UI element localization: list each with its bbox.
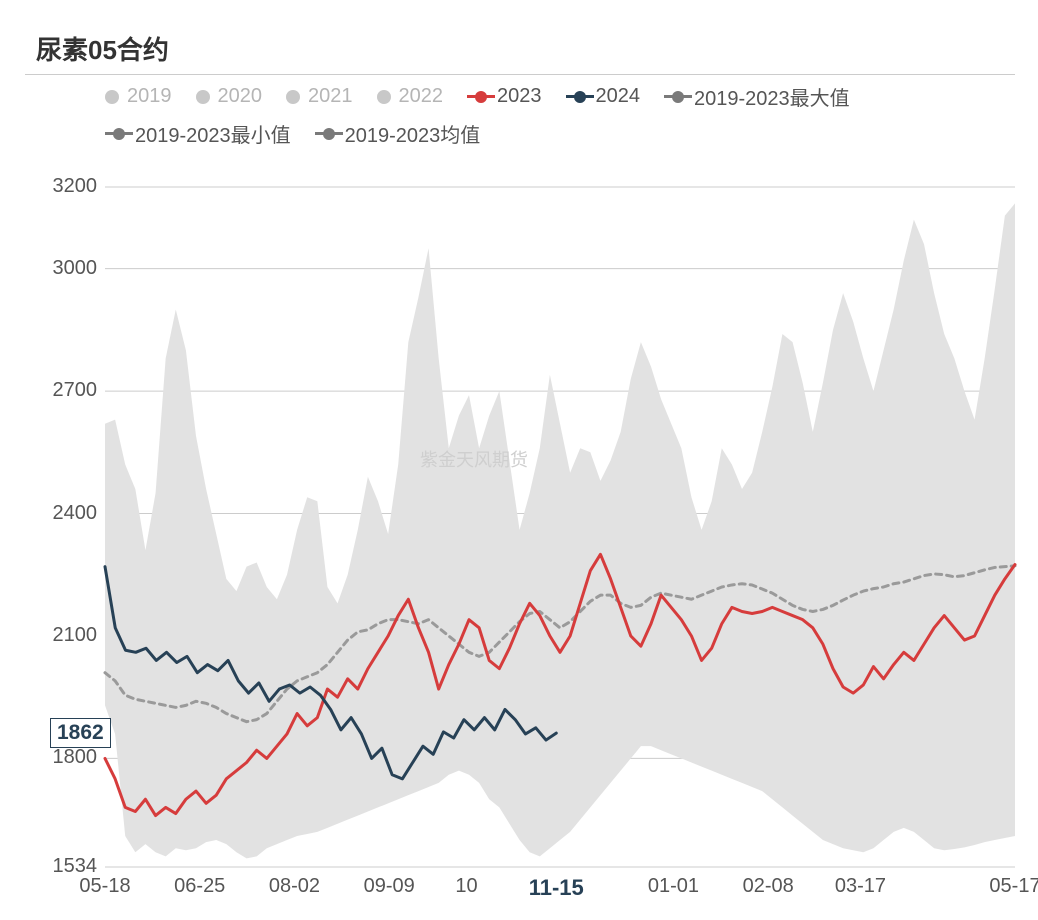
- y-tick-label: 1800: [45, 746, 97, 769]
- watermark: 紫金天风期货: [420, 446, 528, 472]
- legend-item-2019-2023最小值[interactable]: 2019-2023最小值: [105, 119, 291, 148]
- legend-label: 2019-2023最大值: [694, 82, 850, 111]
- legend-item-2019-2023均值[interactable]: 2019-2023均值: [315, 119, 481, 148]
- y-tick-label: 2700: [45, 379, 97, 402]
- x-tick-label: 03-17: [825, 875, 895, 898]
- legend-marker: [196, 90, 210, 104]
- legend-marker: [105, 132, 133, 135]
- y-tick-label: 2100: [45, 624, 97, 647]
- legend-item-2023[interactable]: 2023: [467, 85, 542, 108]
- legend-label: 2021: [308, 85, 353, 108]
- y-tick-label: 2400: [45, 502, 97, 525]
- legend: 2019 2020 2021 2022 2023 2024 2019-2023最大值 2019…: [105, 82, 985, 156]
- legend-marker: [467, 95, 495, 98]
- chart-svg: [105, 187, 1015, 867]
- x-tick-label: 10: [432, 875, 502, 898]
- legend-label: 2019-2023均值: [345, 119, 481, 148]
- legend-label: 2019-2023最小值: [135, 119, 291, 148]
- range-band: [105, 203, 1015, 858]
- legend-label: 2019: [127, 85, 172, 108]
- plot-area: [105, 187, 1015, 867]
- legend-marker: [377, 90, 391, 104]
- y-tick-label: 3000: [45, 257, 97, 280]
- x-tick-label: 08-02: [259, 875, 329, 898]
- legend-label: 2024: [596, 85, 641, 108]
- x-tick-label: 06-25: [165, 875, 235, 898]
- legend-item-2020[interactable]: 2020: [196, 85, 263, 108]
- legend-marker: [566, 95, 594, 98]
- x-tick-label: 05-18: [70, 875, 140, 898]
- x-tick-label: 02-08: [733, 875, 803, 898]
- last-value-annotation: 1862: [50, 718, 111, 748]
- legend-marker: [286, 90, 300, 104]
- title-rule: [25, 74, 1015, 75]
- chart-title: 尿素05合约: [36, 30, 169, 67]
- legend-marker: [315, 132, 343, 135]
- legend-item-2019-2023最大值[interactable]: 2019-2023最大值: [664, 82, 850, 111]
- legend-item-2022[interactable]: 2022: [377, 85, 444, 108]
- legend-label: 2023: [497, 85, 542, 108]
- legend-item-2024[interactable]: 2024: [566, 85, 641, 108]
- legend-item-2021[interactable]: 2021: [286, 85, 353, 108]
- x-tick-label: 09-09: [354, 875, 424, 898]
- legend-marker: [105, 90, 119, 104]
- y-tick-label: 3200: [45, 175, 97, 198]
- x-tick-label: 11-15: [521, 875, 591, 901]
- x-tick-label: 01-01: [638, 875, 708, 898]
- legend-item-2019[interactable]: 2019: [105, 85, 172, 108]
- legend-label: 2022: [399, 85, 444, 108]
- legend-marker: [664, 95, 692, 98]
- legend-label: 2020: [218, 85, 263, 108]
- x-tick-label: 05-17: [980, 875, 1038, 898]
